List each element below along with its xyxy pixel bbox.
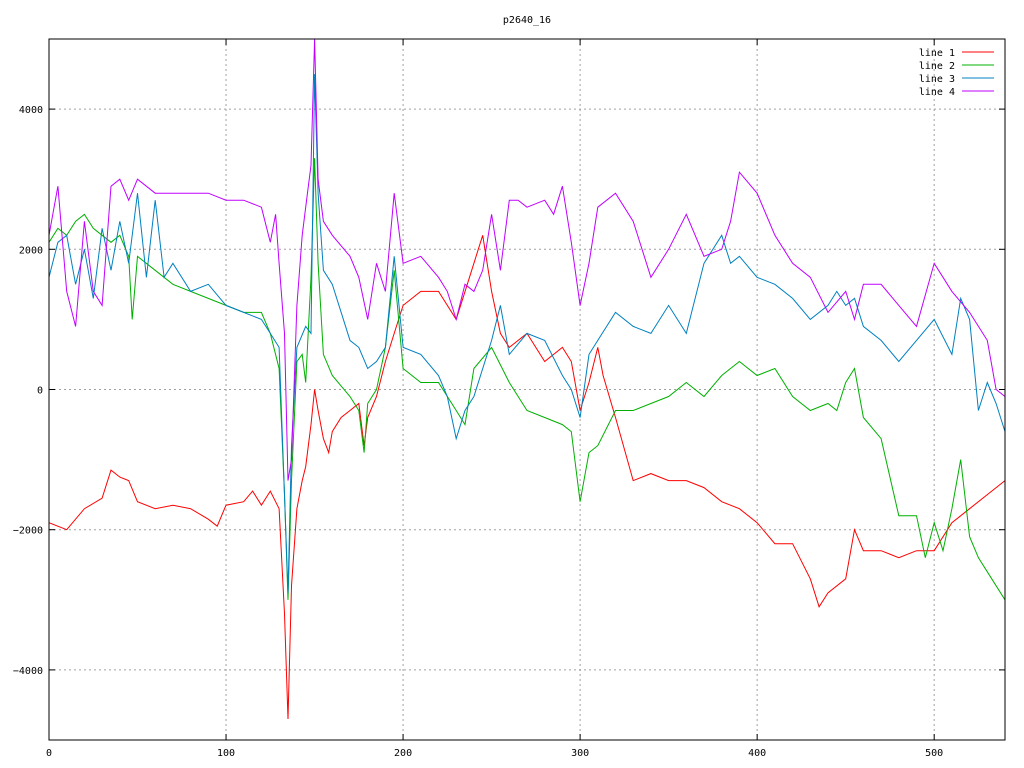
series-line-2 [49,158,1005,601]
gridlines [49,39,1005,740]
x-tick-label: 0 [46,748,52,759]
x-tick-label: 200 [394,748,412,759]
x-tick-label: 100 [217,748,235,759]
series-line-1 [49,235,1005,720]
y-tick-label: 0 [37,386,43,397]
legend-label: line 2 [919,61,955,72]
axis-ticks: 0 100 200 300 400 500 −4000 −2000 0 2000 4000 [13,39,1005,759]
chart-title: p2640_16 [503,15,551,26]
series-line-3 [49,74,1005,593]
x-tick-label: 500 [925,748,943,759]
y-tick-label: −4000 [13,666,43,677]
series-line-4 [49,39,1005,481]
series-lines [49,39,1005,720]
legend-label: line 3 [919,74,955,85]
y-tick-label: 2000 [19,245,43,256]
legend-label: line 4 [919,87,955,98]
y-tick-label: −2000 [13,526,43,537]
legend: line 1 line 2 line 3 line 4 [919,48,994,98]
legend-label: line 1 [919,48,955,59]
x-tick-label: 400 [748,748,766,759]
x-tick-label: 300 [571,748,589,759]
y-tick-label: 4000 [19,105,43,116]
